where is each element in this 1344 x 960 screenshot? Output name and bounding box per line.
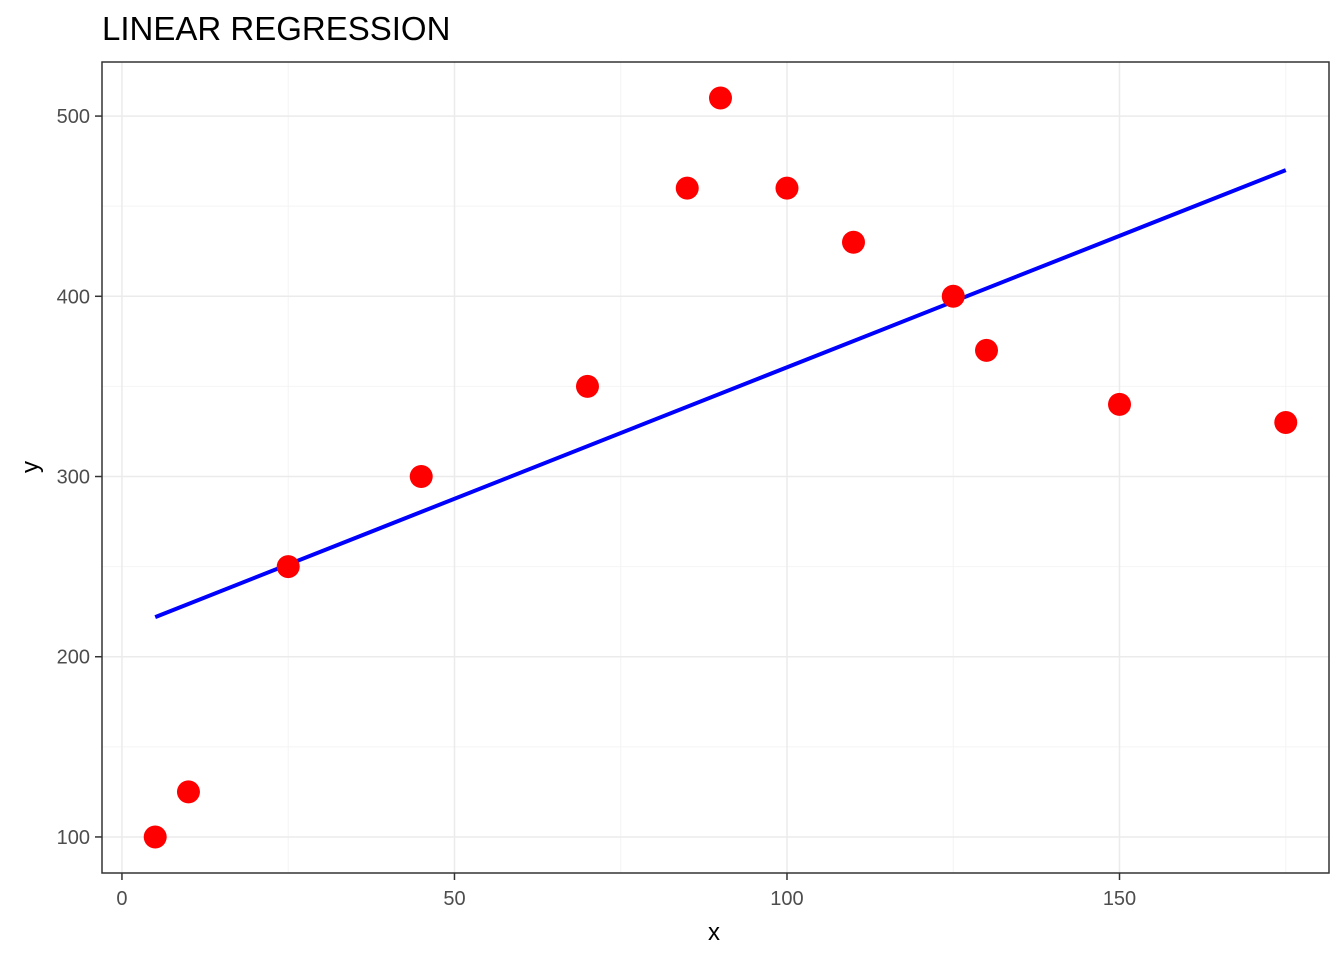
x-tick-label: 150 xyxy=(1103,888,1136,910)
y-tick-label: 100 xyxy=(57,827,90,849)
data-point xyxy=(775,176,799,200)
x-tick-label: 100 xyxy=(770,888,803,910)
data-point xyxy=(176,780,200,804)
y-tick-label: 400 xyxy=(57,286,90,308)
chart-title: LINEAR REGRESSION xyxy=(102,10,450,47)
x-tick-label: 0 xyxy=(116,888,127,910)
y-axis-title: y xyxy=(17,461,44,473)
y-tick-label: 200 xyxy=(57,647,90,669)
data-point xyxy=(143,825,167,849)
y-axis-ticks: 100 200 300 400 500 xyxy=(57,106,102,849)
data-point xyxy=(1274,410,1298,434)
regression-line xyxy=(154,168,1287,619)
y-tick-label: 500 xyxy=(57,106,90,128)
x-axis-title: x xyxy=(708,919,720,946)
data-point xyxy=(675,176,699,200)
data-point xyxy=(409,465,433,489)
y-tick-label: 300 xyxy=(57,467,90,489)
data-point xyxy=(1108,392,1132,416)
regression-line-layer xyxy=(154,168,1287,619)
data-point xyxy=(708,86,732,110)
plot-panel-border xyxy=(101,61,1330,874)
data-point xyxy=(276,555,300,579)
x-tick-label: 50 xyxy=(443,888,465,910)
data-point xyxy=(575,374,599,398)
data-points-layer xyxy=(143,86,1298,849)
data-point xyxy=(975,338,999,362)
data-point xyxy=(841,230,865,254)
data-point xyxy=(941,284,965,308)
x-axis-ticks: 0 50 100 150 xyxy=(116,873,1136,910)
minor-gridlines xyxy=(102,62,1329,873)
